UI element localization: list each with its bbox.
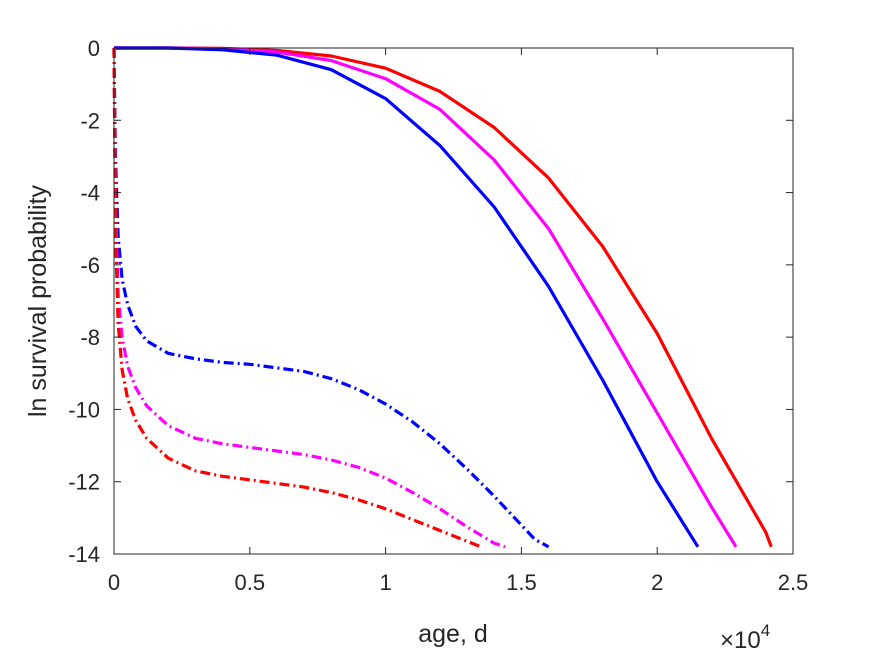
x-axis: 0 0.5 1 1.5 2 2.5 <box>108 48 808 595</box>
x-axis-multiplier: ×104 <box>720 621 770 654</box>
x-tick-label: 2.5 <box>778 570 809 595</box>
y-axis: 0 -2 -4 -6 -8 -10 -12 -14 <box>68 36 793 567</box>
y-tick-label: -14 <box>68 542 100 567</box>
x-axis-label: age, d <box>418 620 488 648</box>
y-tick-label: -2 <box>80 108 100 133</box>
y-tick-label: -12 <box>68 470 100 495</box>
series-line-6 <box>112 47 482 549</box>
series-line-5 <box>112 47 506 549</box>
x-tick-label: 1 <box>379 570 391 595</box>
axes-box <box>113 47 794 555</box>
x-tick-label: 0 <box>108 570 120 595</box>
y-tick-label: -6 <box>80 253 100 278</box>
series-layer <box>112 46 773 549</box>
y-tick-label: 0 <box>88 36 100 61</box>
x-tick-label: 0.5 <box>235 570 266 595</box>
y-tick-label: -10 <box>68 397 100 422</box>
x-axis-multiplier-exponent: 4 <box>761 621 770 640</box>
x-tick-label: 1.5 <box>506 570 537 595</box>
y-tick-label: -8 <box>80 325 100 350</box>
x-tick-label: 2 <box>651 570 663 595</box>
y-tick-label: -4 <box>80 181 100 206</box>
series-line-3 <box>114 46 700 548</box>
y-axis-label: ln survival probability <box>24 184 52 417</box>
series-line-4 <box>112 47 550 549</box>
plot-area <box>114 48 793 554</box>
x-axis-multiplier-base: ×10 <box>720 627 761 654</box>
